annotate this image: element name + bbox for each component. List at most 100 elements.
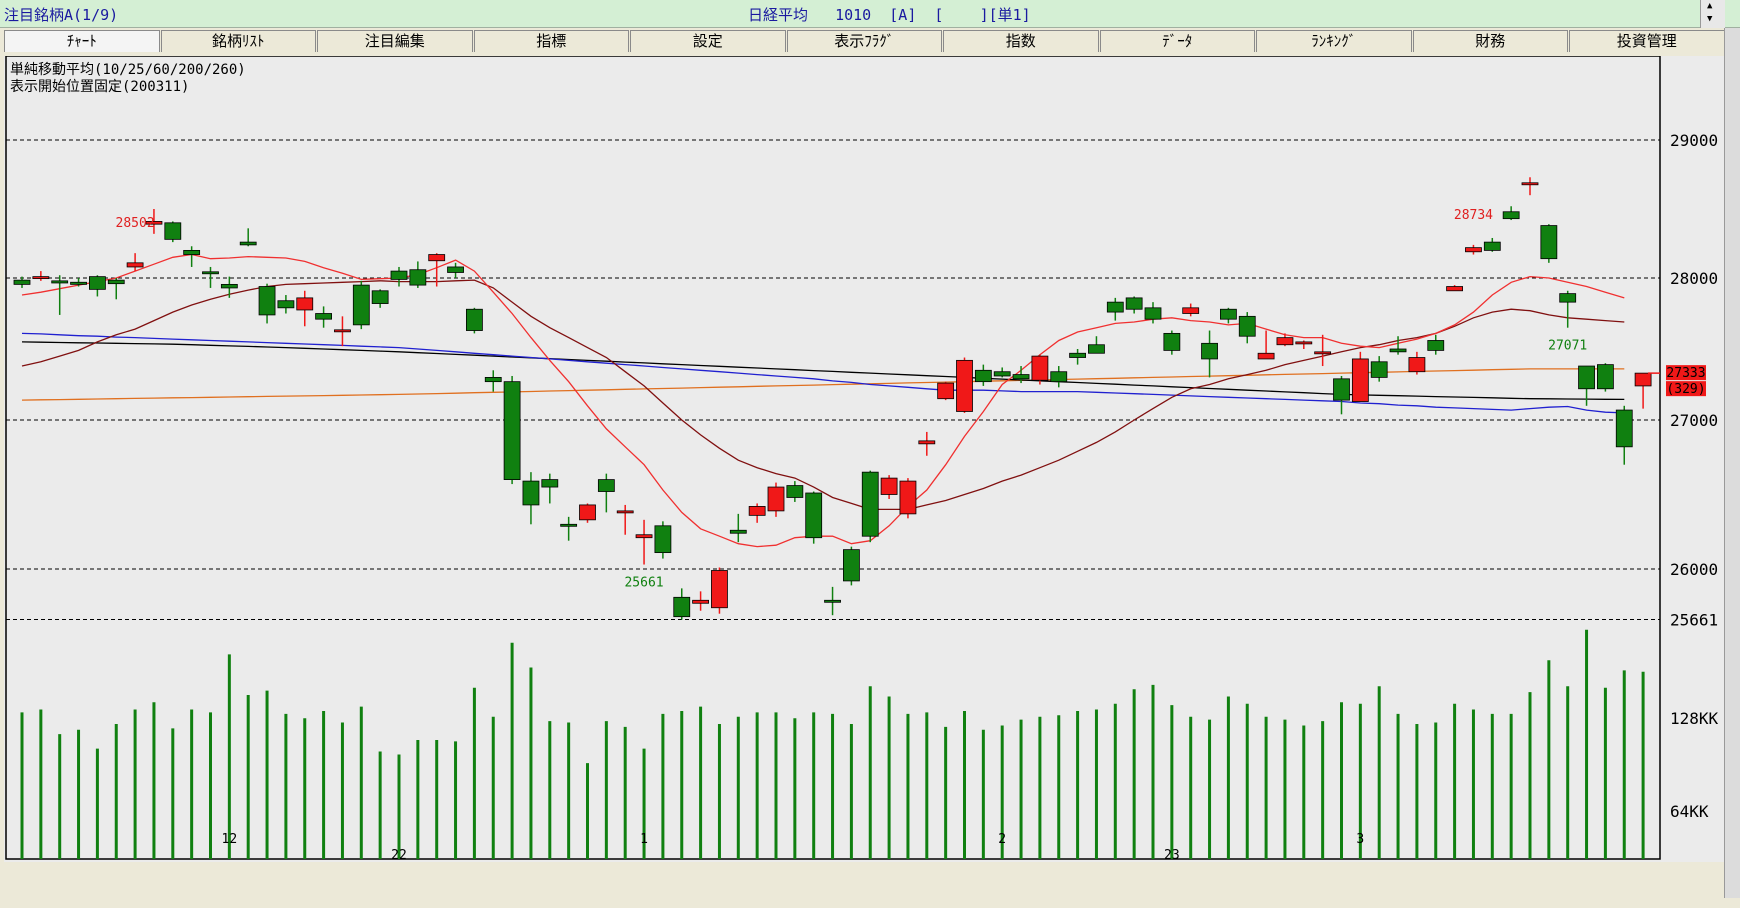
candle	[32, 271, 50, 281]
tab-0[interactable]: ﾁｬｰﾄ	[4, 30, 160, 52]
candle-body	[1333, 378, 1350, 401]
change-box	[1666, 381, 1706, 397]
candle-body	[1370, 361, 1388, 378]
candle-body	[786, 485, 804, 498]
candle-body	[1314, 351, 1332, 355]
candle	[1540, 224, 1558, 263]
candle-body	[805, 492, 823, 539]
tab-7[interactable]: ﾃﾞｰﾀ	[1099, 30, 1255, 52]
candle-body	[1351, 358, 1369, 402]
candle	[258, 283, 276, 324]
candlestick-chart[interactable]: 単純移動平均(10/25/60/200/260)表示開始位置固定(200311)…	[4, 56, 1724, 862]
candle-body	[1465, 247, 1482, 253]
candle-body	[711, 570, 728, 609]
candle-body	[1446, 286, 1463, 292]
candle	[1144, 302, 1162, 324]
volume-tick-label-1: 64KK	[1670, 802, 1709, 821]
candle	[654, 521, 672, 559]
tab-8[interactable]: ﾗﾝｷﾝｸﾞ	[1256, 30, 1412, 52]
candle	[1615, 405, 1633, 465]
candle	[1238, 312, 1256, 344]
change-label: (329)	[1666, 382, 1705, 397]
candle	[1276, 333, 1294, 347]
tab-2[interactable]: 注目編集	[317, 30, 473, 52]
candle-body	[13, 279, 31, 285]
candle	[1408, 351, 1426, 375]
candle-body	[974, 369, 992, 383]
tab-3[interactable]: 指標	[473, 30, 629, 52]
candle	[89, 275, 106, 297]
candle-body	[956, 359, 973, 412]
candle-body	[371, 290, 389, 304]
candle-body	[1163, 332, 1181, 351]
candle	[560, 516, 578, 541]
x-axis-label-5: 3	[1356, 832, 1364, 847]
candle	[484, 370, 502, 392]
candle	[1031, 354, 1049, 385]
candle	[164, 221, 182, 243]
candle-body	[1069, 352, 1086, 358]
x-axis-label-3: 2	[998, 832, 1006, 847]
candle	[1351, 351, 1369, 402]
candle	[220, 276, 238, 298]
candle	[126, 253, 144, 272]
candle	[522, 472, 540, 525]
candle	[1125, 296, 1143, 314]
candle-body	[1106, 301, 1124, 313]
candle	[390, 266, 408, 287]
scroll-down-icon[interactable]: ▼	[1707, 14, 1713, 24]
candle-body	[1597, 364, 1614, 390]
tab-1[interactable]: 銘柄ﾘｽﾄ	[160, 30, 316, 52]
candle-body	[484, 376, 502, 383]
candle	[447, 262, 464, 278]
candle	[974, 364, 992, 386]
tab-6[interactable]: 指数	[943, 30, 1099, 52]
candle	[1257, 330, 1275, 360]
tab-10[interactable]: 投資管理	[1569, 30, 1725, 52]
candle	[70, 278, 87, 287]
candle	[711, 567, 728, 614]
candle	[1182, 303, 1200, 317]
moving-average-ma60	[21, 332, 1625, 414]
candle-body	[1427, 340, 1445, 351]
candle-body	[334, 329, 351, 333]
candle-body	[861, 471, 879, 537]
title-scroll-buttons[interactable]: ▲ ▼	[1700, 0, 1725, 28]
candle-body	[918, 440, 936, 445]
candle-body	[635, 534, 653, 539]
chart-area[interactable]: 単純移動平均(10/25/60/200/260) 表示開始位置固定(200311)…	[4, 56, 1724, 862]
price-tick-label-4: 25661	[1670, 611, 1718, 630]
tab-5[interactable]: 表示ﾌﾗｸﾞ	[786, 30, 942, 52]
tab-4[interactable]: 設定	[630, 30, 786, 52]
candle	[1597, 363, 1614, 392]
candle-body	[1559, 293, 1577, 303]
candle-body	[164, 222, 182, 240]
candle-body	[1088, 344, 1105, 354]
candle	[1106, 297, 1124, 321]
candle-body	[1295, 341, 1313, 345]
candle-body	[390, 270, 408, 280]
moving-average-ma25	[21, 279, 1625, 511]
candle	[1483, 237, 1501, 252]
x-axis-label-2: 1	[640, 832, 648, 847]
candle-body	[465, 308, 483, 331]
candle-body	[729, 529, 747, 534]
candle-body	[32, 276, 50, 280]
price-annotation-0: 28502	[116, 216, 155, 231]
price-tick-label-1: 28000	[1670, 269, 1718, 288]
candle	[428, 253, 446, 287]
candle	[729, 513, 747, 543]
candle-body	[1257, 352, 1275, 360]
candle	[635, 519, 653, 565]
candle-body	[1615, 409, 1633, 448]
instrument-title: 日経平均 1010 [A] [ ][単1]	[748, 6, 1031, 24]
window-title: 注目銘柄A(1/9)	[4, 6, 119, 24]
vertical-scrollbar[interactable]	[1724, 28, 1740, 908]
candle-body	[541, 479, 559, 488]
candle	[503, 375, 521, 485]
candle-body	[1578, 365, 1595, 390]
candle	[107, 278, 125, 300]
candle-body	[692, 599, 709, 604]
tab-9[interactable]: 財務	[1412, 30, 1568, 52]
scroll-up-icon[interactable]: ▲	[1707, 1, 1713, 11]
